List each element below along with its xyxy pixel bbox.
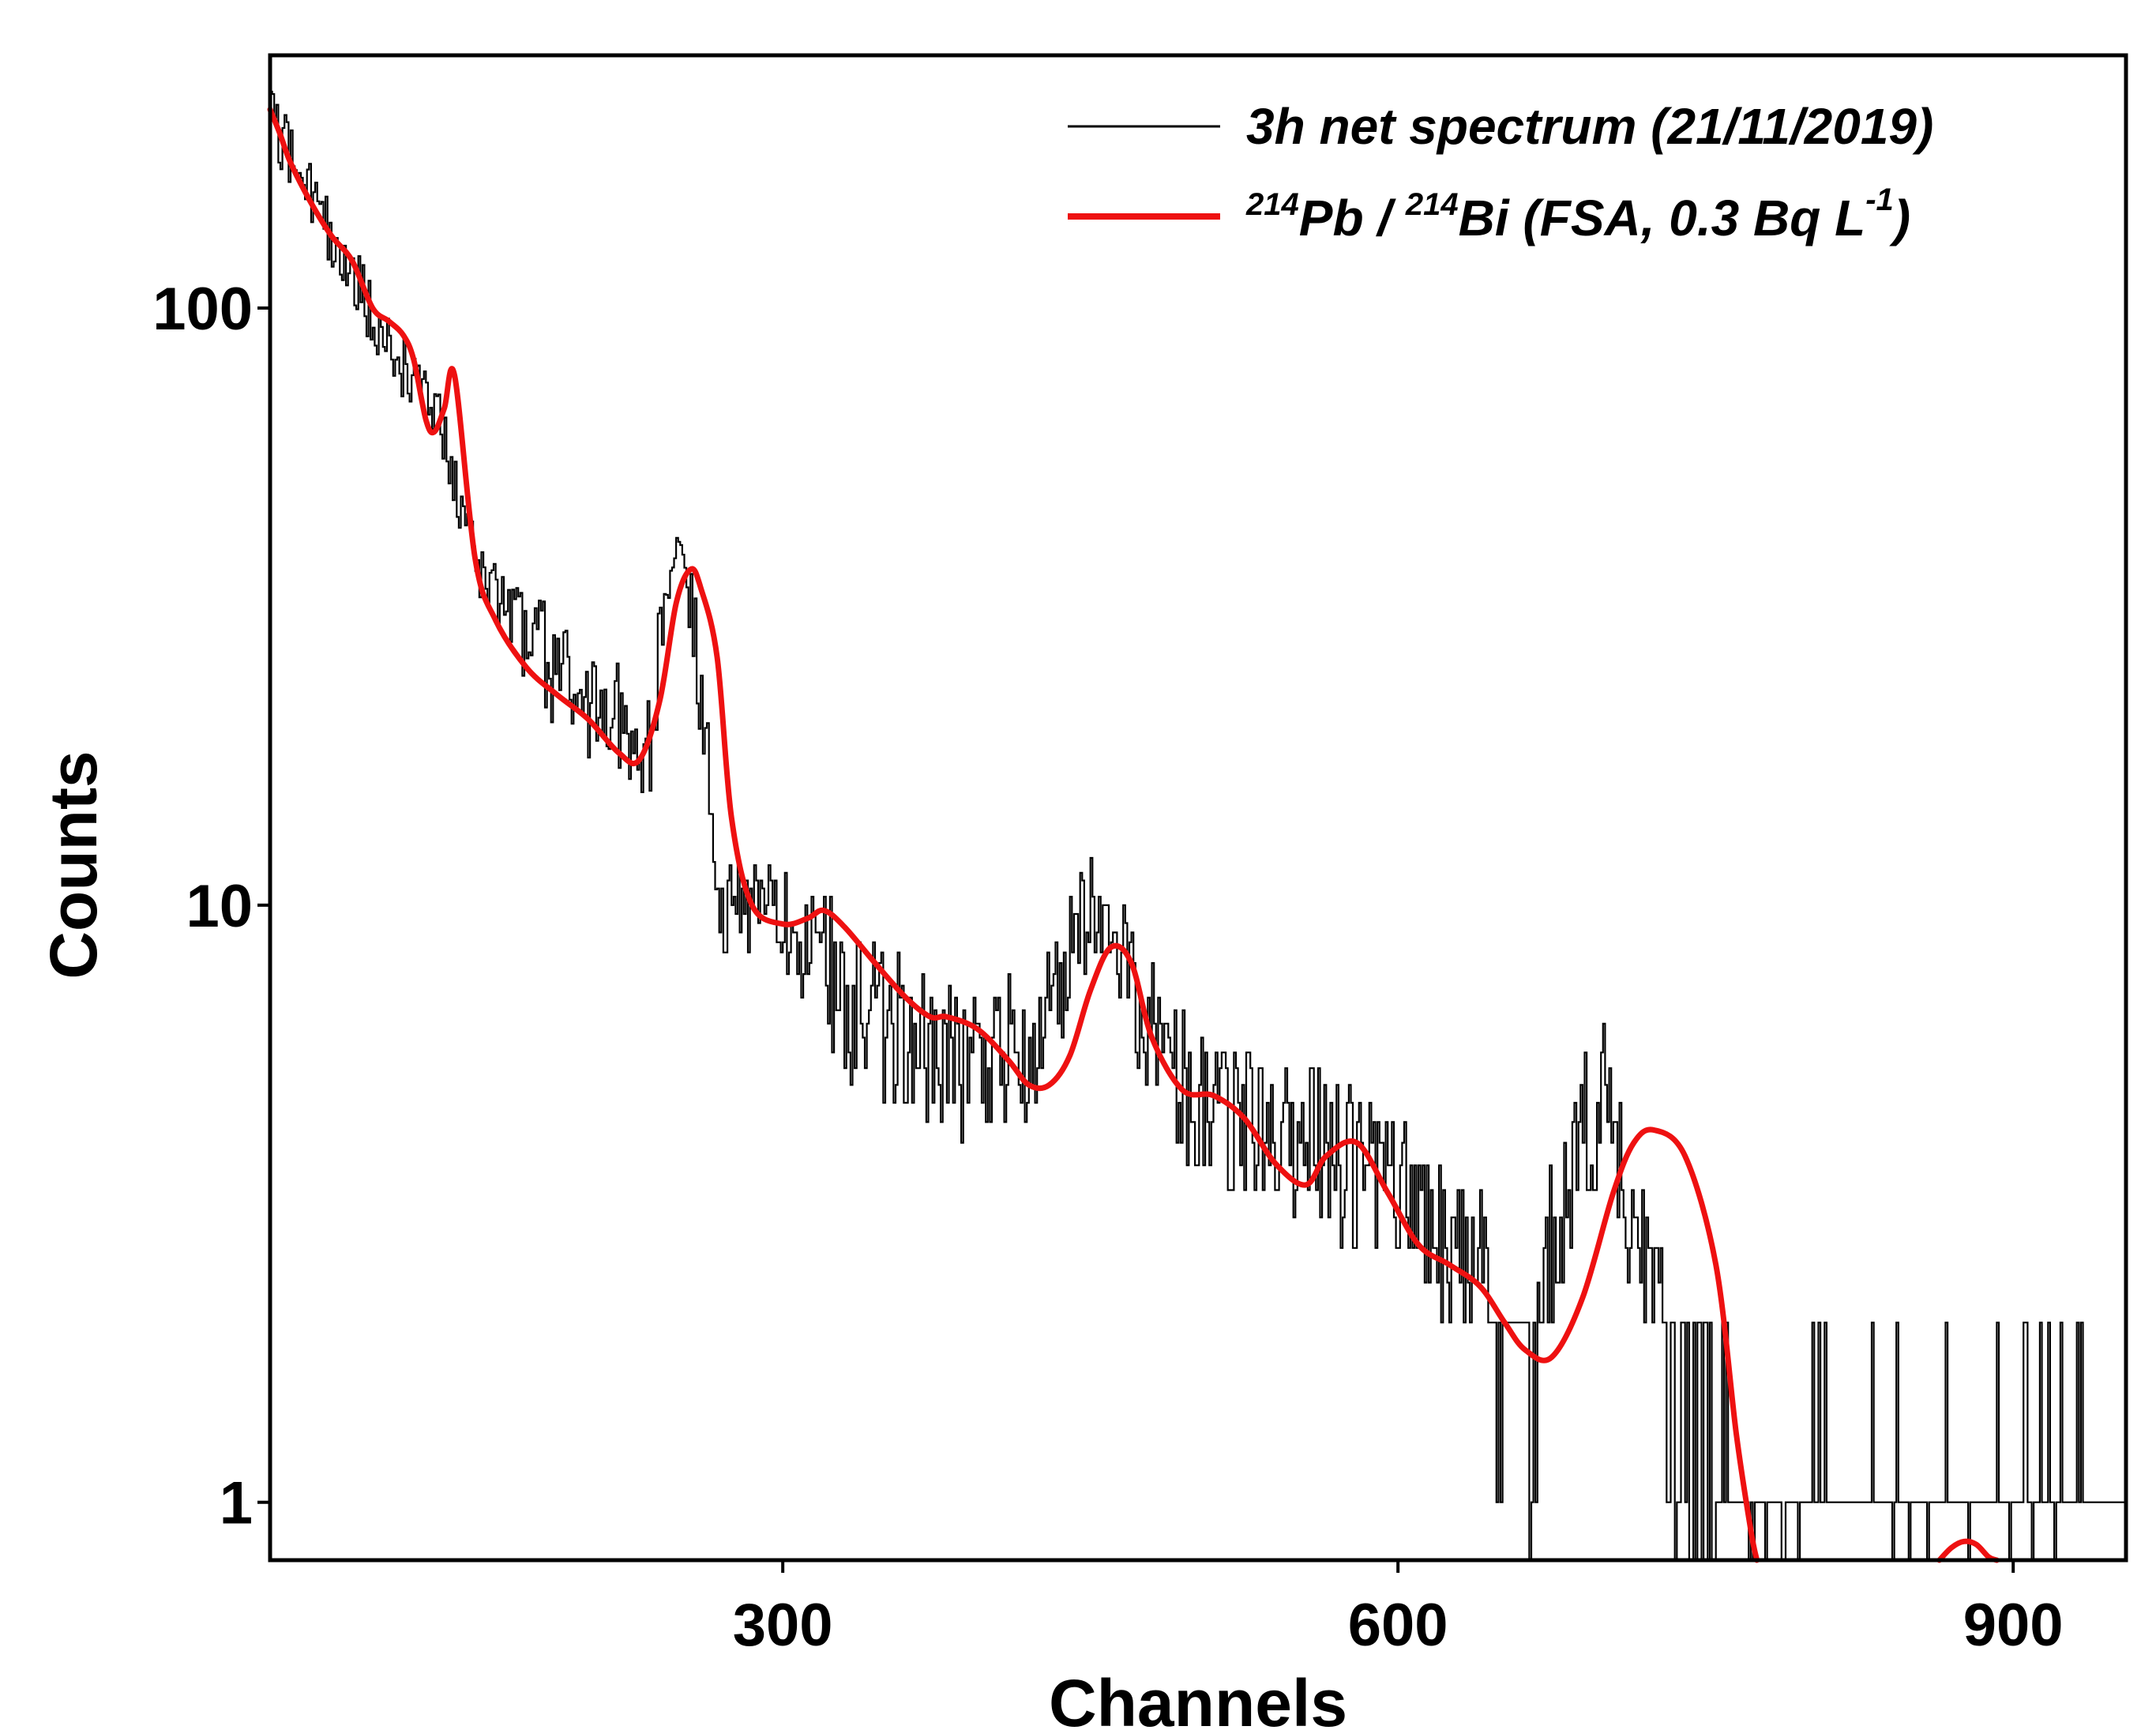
net-spectrum-line [270,90,2126,1562]
legend-label-fit: 214Pb / 214Bi (FSA, 0.3 Bq L-1) [1245,182,1910,246]
legend-label-spectrum: 3h net spectrum (21/11/2019) [1246,98,1933,155]
legend: 3h net spectrum (21/11/2019) 214Pb / 214… [1068,98,1933,246]
x-tick-label: 900 [1963,1592,2064,1659]
x-axis-title: Channels [1049,1666,1347,1730]
fit-line-tail [1936,1538,2000,1563]
x-tick-label: 300 [733,1592,833,1659]
legend-fit-sup-1: 214 [1245,187,1299,222]
y-tick-label: 1 [220,1470,253,1537]
fit-line [267,107,1760,1563]
legend-fit-sup-3: 214 [1405,187,1459,222]
y-tick-label: 100 [152,276,253,343]
net-spectrum-series [270,90,2126,1562]
axes-ticks: 300 600 900 1 10 100 [152,276,2063,1659]
legend-fit-sup-5: -1 [1865,182,1894,217]
y-tick-label: 10 [186,873,253,940]
x-tick-label: 600 [1348,1592,1448,1659]
plot-frame [268,53,2128,1563]
y-axis-title: Counts [36,750,111,979]
legend-fit-part-4: Bi (FSA, 0.3 Bq L [1459,190,1866,246]
legend-fit-part-2: Pb / [1299,190,1406,246]
fit-series [267,107,2000,1563]
